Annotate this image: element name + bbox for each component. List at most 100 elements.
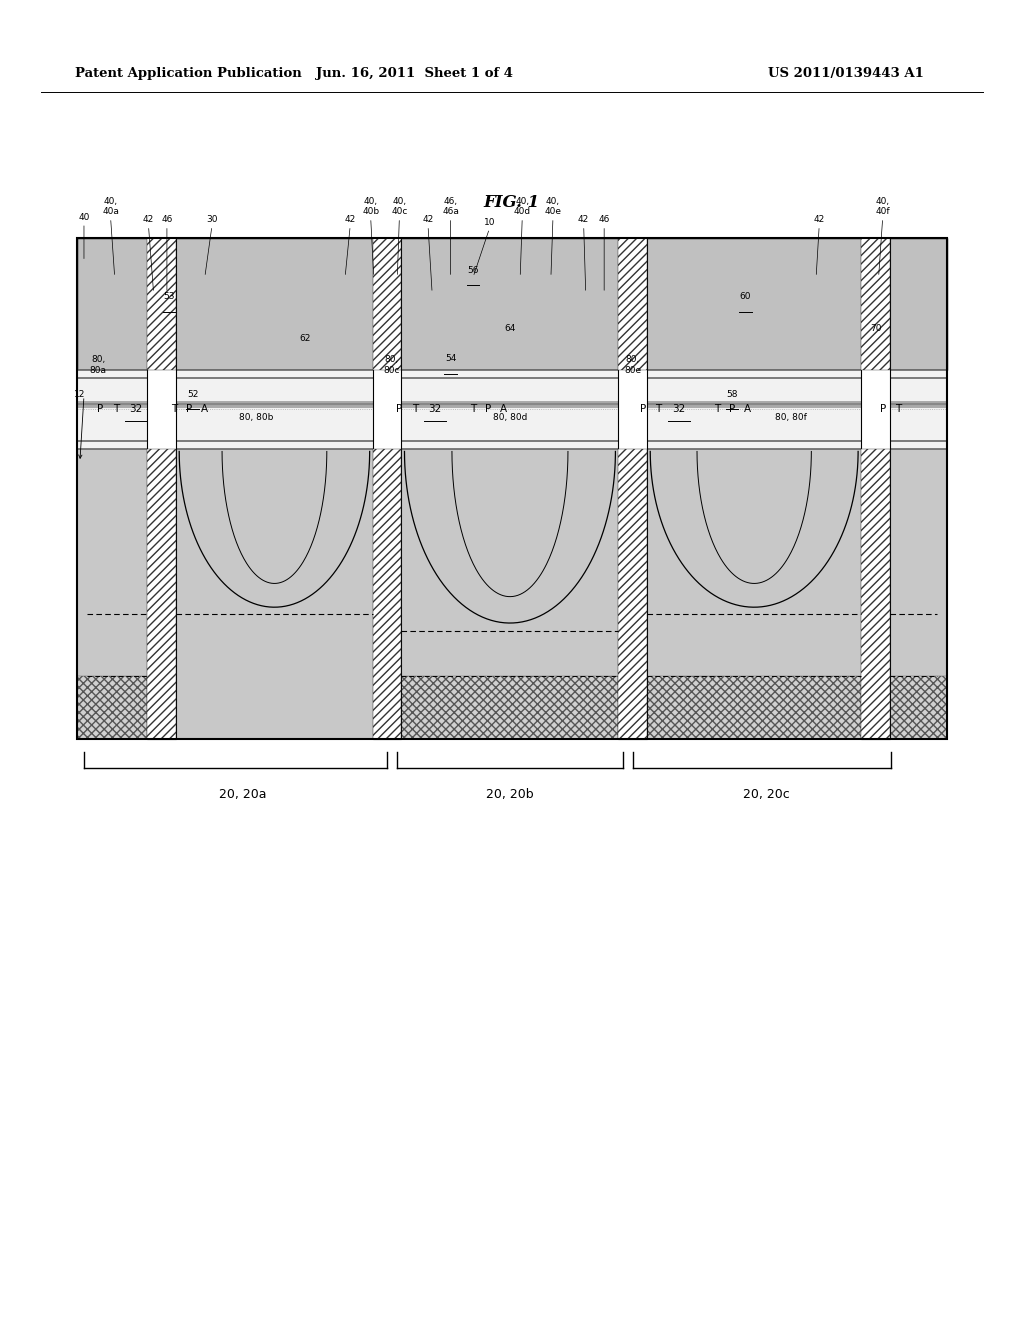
Point [809, 644, 825, 665]
Point [373, 231, 389, 252]
Point [717, 663, 733, 684]
Point [356, 694, 373, 715]
Point [454, 528, 470, 549]
Point [649, 264, 666, 285]
Point [719, 490, 735, 511]
Point [444, 352, 461, 374]
Point [120, 631, 136, 652]
Point [609, 634, 626, 655]
Point [328, 333, 344, 354]
Point [359, 523, 376, 544]
Point [536, 623, 552, 644]
Point [809, 628, 825, 649]
Point [207, 449, 223, 470]
Point [890, 455, 906, 477]
Point [189, 614, 206, 635]
Point [400, 323, 417, 345]
Point [816, 446, 833, 467]
Point [349, 591, 366, 612]
Point [258, 331, 274, 352]
Point [787, 711, 804, 733]
Point [215, 539, 231, 560]
Point [536, 528, 552, 549]
Point [93, 601, 110, 622]
Point [647, 548, 664, 569]
Point [506, 272, 522, 293]
Point [310, 243, 327, 264]
Point [408, 257, 424, 279]
Point [692, 272, 709, 293]
Point [738, 260, 755, 281]
Point [244, 597, 260, 618]
Point [264, 479, 281, 500]
Point [593, 719, 609, 741]
Point [683, 648, 699, 669]
Point [674, 334, 690, 355]
Point [759, 327, 775, 348]
Point [390, 331, 407, 352]
Point [318, 535, 335, 556]
Point [715, 548, 731, 569]
Point [660, 279, 677, 300]
Point [207, 502, 223, 523]
Point [218, 338, 234, 359]
Point [764, 508, 780, 529]
Point [725, 341, 741, 362]
Point [79, 640, 95, 661]
Point [146, 271, 163, 292]
Point [439, 451, 456, 473]
Point [294, 664, 310, 685]
Point [465, 548, 481, 569]
Point [148, 321, 165, 342]
Point [746, 304, 763, 325]
Point [457, 337, 473, 358]
Point [597, 279, 613, 300]
Point [690, 325, 707, 346]
Point [169, 616, 185, 638]
Point [156, 232, 172, 253]
Point [87, 281, 103, 302]
Point [820, 355, 837, 376]
Text: 32: 32 [673, 404, 685, 414]
Point [240, 582, 256, 603]
Point [549, 298, 565, 319]
Point [89, 326, 105, 347]
Point [173, 725, 189, 746]
Text: P: P [186, 404, 193, 414]
Point [881, 569, 897, 590]
Point [900, 537, 916, 558]
Point [243, 657, 259, 678]
Point [359, 325, 376, 346]
Point [709, 347, 725, 368]
Point [407, 345, 423, 366]
Point [294, 680, 310, 701]
Point [397, 656, 414, 677]
Point [726, 519, 742, 540]
Point [791, 558, 807, 579]
Point [569, 252, 586, 273]
Point [926, 315, 942, 337]
Point [723, 672, 739, 693]
Point [544, 306, 560, 327]
Point [810, 484, 826, 506]
Point [135, 343, 152, 364]
Point [696, 502, 713, 523]
Point [300, 552, 316, 573]
Point [566, 296, 583, 317]
Point [161, 461, 177, 482]
Point [505, 665, 521, 686]
Point [234, 556, 251, 577]
Point [823, 248, 840, 269]
Point [387, 540, 403, 561]
Point [117, 265, 133, 286]
Point [879, 579, 895, 601]
Point [374, 292, 390, 313]
Point [389, 593, 406, 614]
Point [639, 348, 655, 370]
Point [125, 682, 141, 704]
Point [519, 458, 536, 479]
Point [635, 702, 651, 723]
Point [649, 326, 666, 347]
Point [725, 528, 741, 549]
Point [613, 343, 630, 364]
